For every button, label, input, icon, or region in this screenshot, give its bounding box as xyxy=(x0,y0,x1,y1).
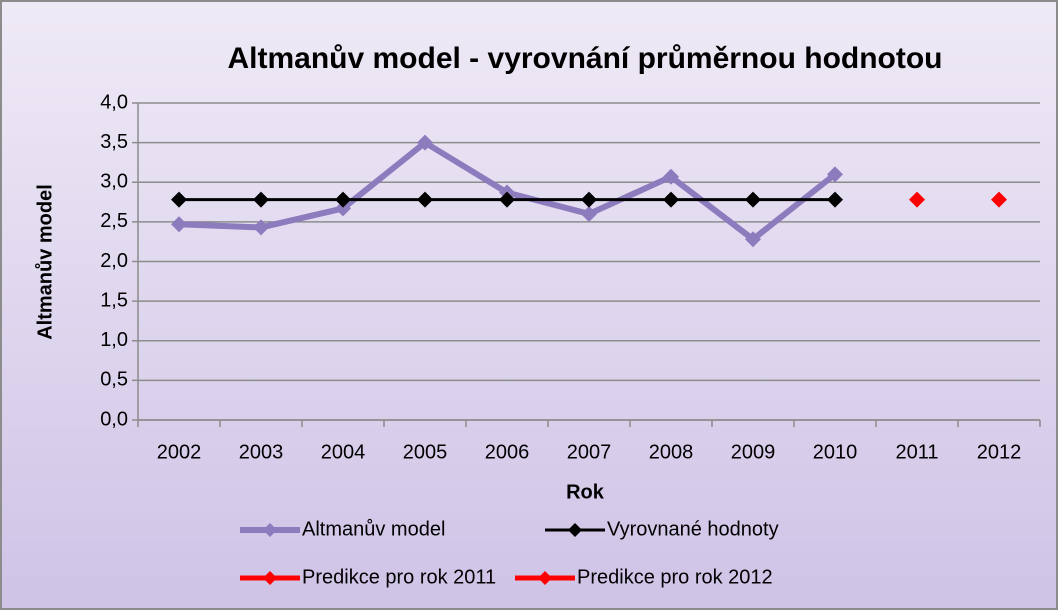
x-tick-label: 2008 xyxy=(649,441,694,463)
x-tick-label: 2002 xyxy=(157,441,202,463)
legend-marker xyxy=(263,571,277,585)
x-tick-label: 2007 xyxy=(567,441,612,463)
data-point xyxy=(335,191,351,208)
y-tick-label: 2,5 xyxy=(100,210,128,232)
y-tick-label: 0,5 xyxy=(100,369,128,391)
legend-label: Vyrovnané hodnoty xyxy=(607,518,779,540)
data-point xyxy=(253,191,269,208)
legend-marker xyxy=(568,523,582,537)
y-tick-label: 4,0 xyxy=(100,91,128,113)
legend-marker xyxy=(263,523,277,537)
y-axis-label: Altmanův model xyxy=(34,184,56,340)
data-point xyxy=(745,231,761,248)
data-point xyxy=(663,168,679,185)
data-point xyxy=(171,216,187,233)
y-tick-label: 1,5 xyxy=(100,289,128,311)
y-tick-label: 3,5 xyxy=(100,131,128,153)
data-point xyxy=(909,191,925,208)
data-point xyxy=(827,166,843,183)
x-tick-label: 2012 xyxy=(977,441,1022,463)
legend-marker xyxy=(538,571,552,585)
data-point xyxy=(991,191,1007,208)
data-point xyxy=(827,191,843,208)
y-tick-label: 3,0 xyxy=(100,171,128,193)
data-point xyxy=(253,219,269,236)
x-axis-label: Rok xyxy=(566,481,605,503)
x-tick-label: 2004 xyxy=(321,441,366,463)
x-tick-label: 2009 xyxy=(731,441,776,463)
legend-label: Predikce pro rok 2012 xyxy=(577,566,773,588)
legend-label: Predikce pro rok 2011 xyxy=(302,566,496,588)
x-tick-label: 2011 xyxy=(895,441,938,463)
data-point xyxy=(171,191,187,208)
data-point xyxy=(581,205,597,222)
y-tick-label: 2,0 xyxy=(100,250,128,272)
y-tick-label: 1,0 xyxy=(100,329,128,351)
chart-title: Altmanův model - vyrovnání průměrnou hod… xyxy=(227,42,942,75)
data-point xyxy=(417,134,433,151)
x-tick-label: 2003 xyxy=(239,441,284,463)
y-tick-label: 0,0 xyxy=(100,408,128,430)
x-tick-label: 2005 xyxy=(403,441,448,463)
x-tick-label: 2010 xyxy=(813,441,858,463)
data-point xyxy=(581,191,597,208)
x-tick-label: 2006 xyxy=(485,441,530,463)
data-point xyxy=(745,191,761,208)
data-point xyxy=(499,191,515,208)
data-point xyxy=(417,191,433,208)
legend-label: Altmanův model xyxy=(302,518,445,540)
data-point xyxy=(663,191,679,208)
data-point xyxy=(335,200,351,217)
